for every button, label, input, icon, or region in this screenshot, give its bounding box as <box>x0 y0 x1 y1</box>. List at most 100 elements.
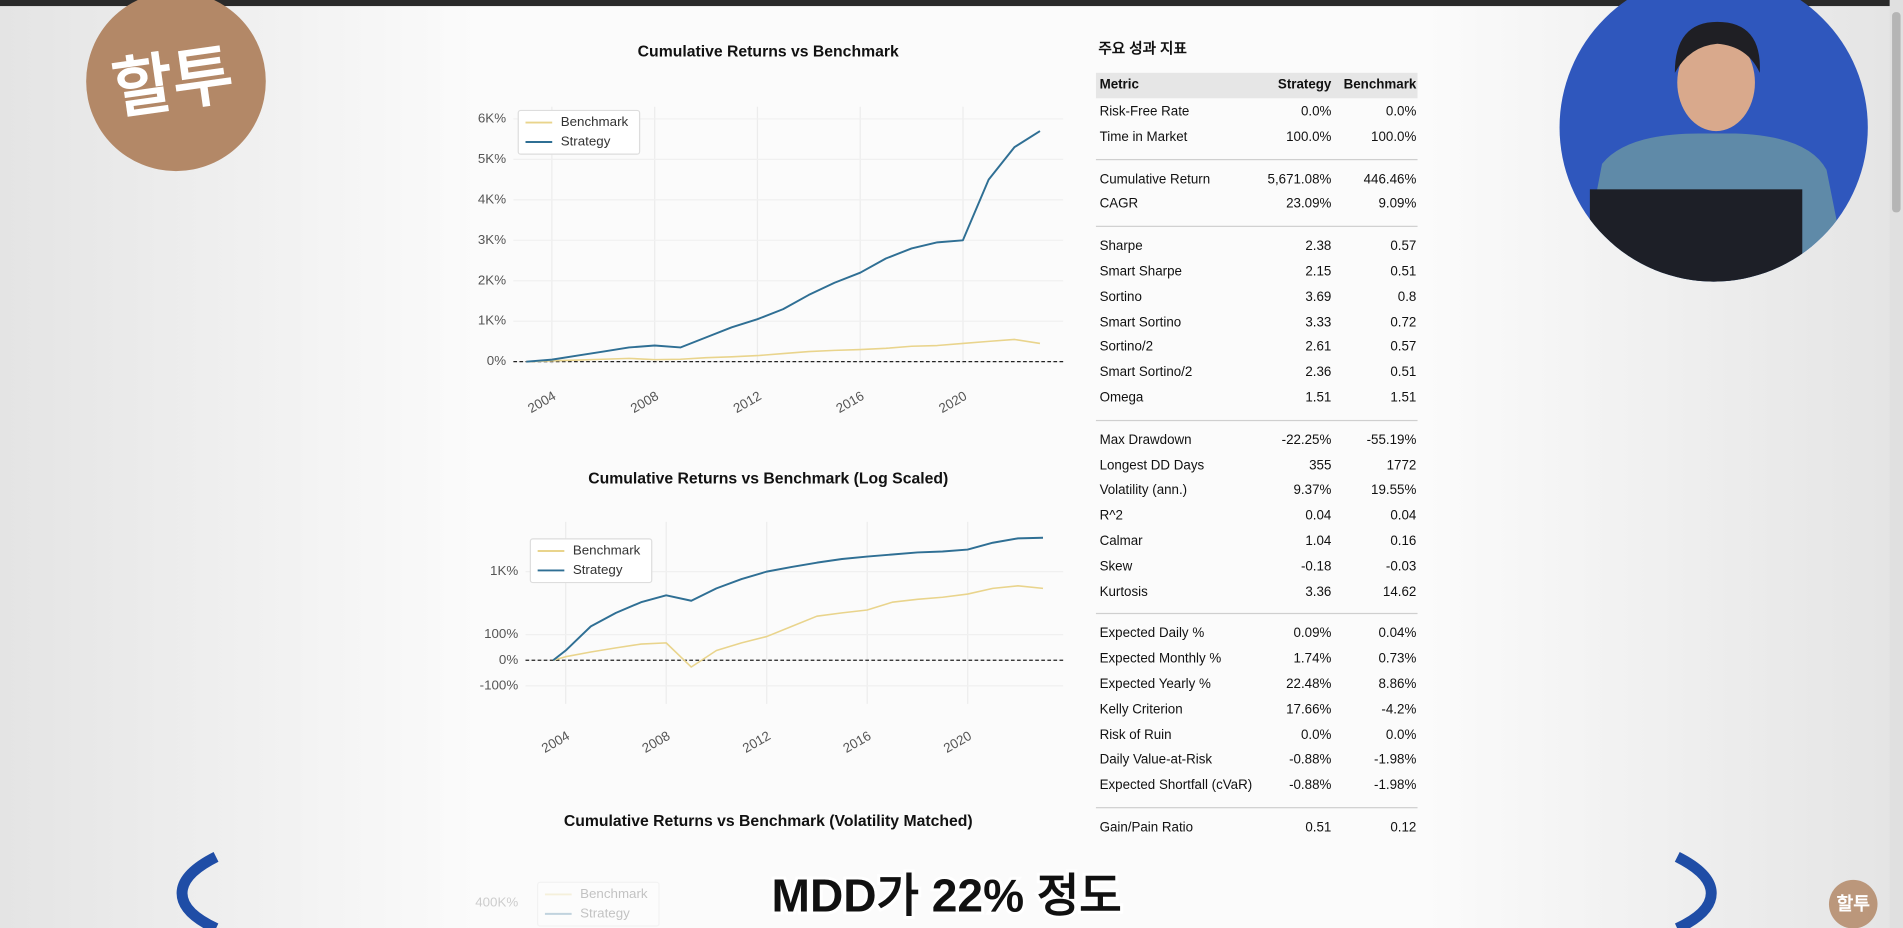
section-divider <box>1095 158 1418 160</box>
metric-value: -22.25% <box>1281 433 1332 448</box>
metric-value: 3.33 <box>1305 315 1332 330</box>
metric-value: -0.03 <box>1385 559 1417 574</box>
section-divider <box>1095 225 1418 228</box>
metric-name: Risk-Free Rate <box>1099 104 1190 119</box>
y-tick-label: 100% <box>484 626 518 641</box>
y-tick-label: 5K% <box>478 151 506 166</box>
caption: MDD가 22% 정도 <box>772 870 1122 922</box>
metric-value: 8.86% <box>1378 677 1417 692</box>
metric-value: 0.0% <box>1385 104 1417 119</box>
metric-value: -4.2% <box>1381 702 1417 718</box>
face <box>1677 33 1755 132</box>
chart: 400K% Benchmark Strategy <box>475 881 660 927</box>
metric-value: 0.04% <box>1378 626 1417 642</box>
series-line <box>526 130 1041 363</box>
metric-name: Expected Yearly % <box>1099 677 1211 692</box>
metric-value: 5,671.08% <box>1267 171 1332 187</box>
section-divider <box>1095 807 1418 809</box>
metric-value: 3.36 <box>1305 584 1332 600</box>
legend-box <box>529 538 653 584</box>
metric-value: 0.12 <box>1390 820 1417 835</box>
metric-name: Kelly Criterion <box>1099 702 1183 718</box>
metric-name: Smart Sortino <box>1099 315 1182 330</box>
logo-text: 할투 <box>108 38 238 127</box>
y-tick-label: 6K% <box>478 110 506 125</box>
y-tick-label: 2K% <box>478 272 506 287</box>
scrollbar <box>1889 0 1903 928</box>
y-tick-label: 400K% <box>475 894 518 909</box>
metric-value: -1.98% <box>1374 778 1417 793</box>
hair <box>1674 21 1760 73</box>
top-bar <box>0 0 1903 7</box>
metric-name: CAGR <box>1099 197 1139 212</box>
y-tick-label: 1K% <box>490 563 518 578</box>
metric-name: Calmar <box>1099 534 1143 549</box>
metric-value: -0.88% <box>1289 778 1332 793</box>
metric-value: 1772 <box>1386 458 1417 473</box>
y-tick-label: 1K% <box>478 313 506 328</box>
logo-badge <box>86 0 266 172</box>
bracket-right <box>1674 851 1717 928</box>
corner-logo-text: 할투 <box>1837 893 1871 914</box>
chart: 2004 2008 2012 2016 2020-100%0%100%1K%Benchm… <box>480 521 1064 756</box>
metric-name: Cumulative Return <box>1099 171 1211 187</box>
legend-box <box>537 881 660 927</box>
metric-name: Expected Monthly % <box>1099 651 1222 667</box>
metric-value: 1.04 <box>1305 534 1332 549</box>
metric-value: 0.51 <box>1390 365 1417 381</box>
header-cell: Metric <box>1099 77 1139 93</box>
metric-name: Sortino <box>1099 289 1142 305</box>
metric-value: 0.51 <box>1305 820 1332 835</box>
metric-value: 14.62 <box>1382 584 1417 600</box>
metric-value: 1.74% <box>1293 651 1332 667</box>
metric-name: Max Drawdown <box>1099 433 1192 448</box>
metric-name: Skew <box>1099 559 1133 574</box>
metric-name: Sharpe <box>1099 239 1143 254</box>
metric-value: -1.98% <box>1374 752 1417 768</box>
metric-value: 0.51 <box>1390 264 1417 280</box>
metric-name: Daily Value-at-Risk <box>1099 752 1213 768</box>
legend-label: Benchmark <box>580 886 648 901</box>
series-line <box>526 338 1041 363</box>
metric-name: Gain/Pain Ratio <box>1099 820 1194 835</box>
chart-title: Cumulative Returns vs Benchmark (Volatil… <box>564 813 973 830</box>
metric-value: 2.15 <box>1305 264 1332 280</box>
metric-value: 0.72 <box>1390 315 1417 330</box>
metric-name: Expected Shortfall (cVaR) <box>1099 778 1253 793</box>
metric-value: 0.57 <box>1390 340 1417 355</box>
metric-name: Time in Market <box>1099 129 1188 145</box>
metric-name: Volatility (ann.) <box>1099 483 1188 499</box>
metric-value: 355 <box>1309 458 1332 473</box>
metric-value: 100.0% <box>1286 129 1332 145</box>
metric-name: Omega <box>1099 390 1144 406</box>
y-tick-label: 4K% <box>478 191 506 206</box>
metric-value: 0.16 <box>1390 534 1417 549</box>
header-bg <box>1095 72 1418 99</box>
metric-value: 0.8 <box>1397 289 1417 305</box>
metric-value: 17.66% <box>1286 702 1332 718</box>
table-title: 주요 성과 지표 <box>1098 40 1187 58</box>
metric-value: 1.51 <box>1305 390 1332 406</box>
metric-name: Longest DD Days <box>1099 458 1205 473</box>
metric-value: 1.51 <box>1390 390 1417 406</box>
legend-label: Strategy <box>580 905 630 920</box>
series-line <box>552 536 1044 661</box>
metric-value: 19.55% <box>1371 483 1417 499</box>
metric-name: R^2 <box>1099 508 1123 524</box>
metric-value: 9.09% <box>1378 197 1417 212</box>
webcam <box>1559 0 1868 282</box>
metric-value: 9.37% <box>1293 483 1332 499</box>
metric-value: 446.46% <box>1363 171 1417 187</box>
metric-name: Expected Daily % <box>1099 626 1205 642</box>
metric-name: Sortino/2 <box>1099 340 1154 355</box>
metric-name: Smart Sharpe <box>1099 264 1182 280</box>
legend-label: Benchmark <box>573 543 641 558</box>
corner-logo-badge <box>1828 879 1878 928</box>
metric-value: 0.0% <box>1385 727 1417 743</box>
metric-name: Kurtosis <box>1099 584 1148 600</box>
chart-title: Cumulative Returns vs Benchmark <box>638 43 899 60</box>
metric-value: 2.61 <box>1305 340 1332 355</box>
section-divider <box>1095 613 1418 615</box>
